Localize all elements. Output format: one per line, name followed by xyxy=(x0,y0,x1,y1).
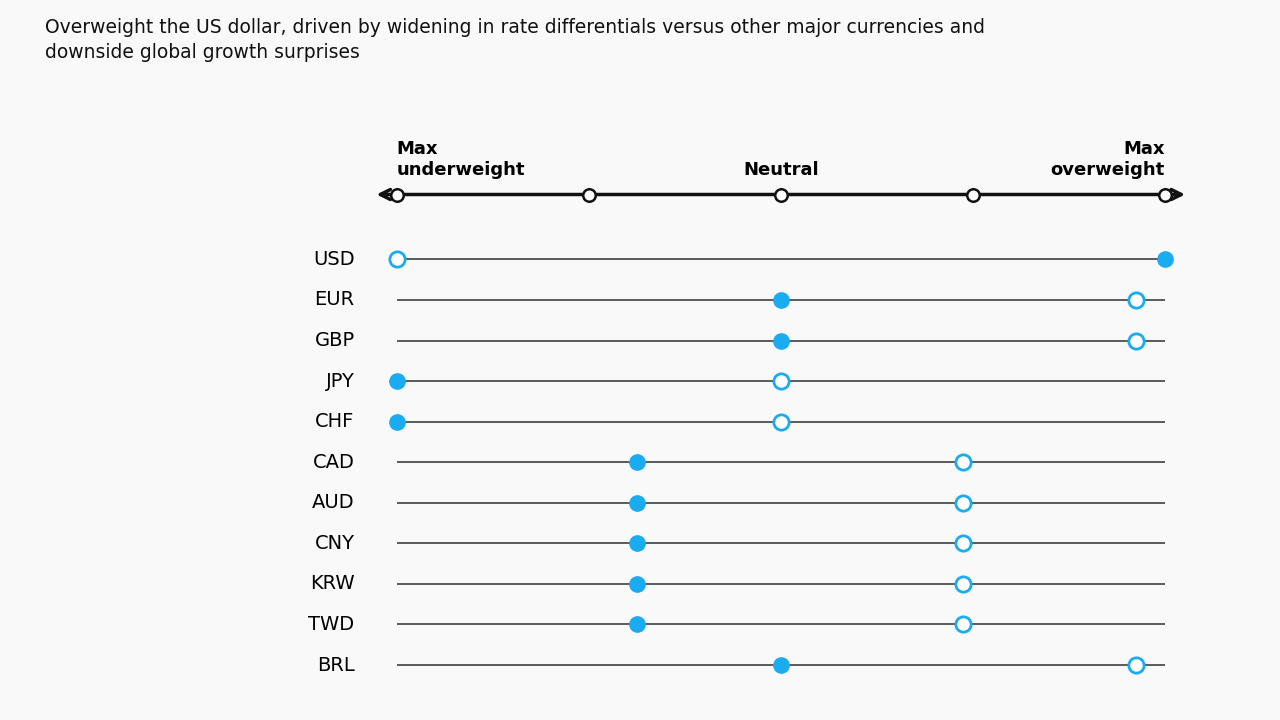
Text: EUR: EUR xyxy=(315,290,355,310)
Text: KRW: KRW xyxy=(310,575,355,593)
Text: Max
overweight: Max overweight xyxy=(1051,140,1165,179)
Text: USD: USD xyxy=(312,250,355,269)
Text: TWD: TWD xyxy=(308,615,355,634)
Text: AUD: AUD xyxy=(312,493,355,513)
Text: Max
underweight: Max underweight xyxy=(397,140,525,179)
Text: GBP: GBP xyxy=(315,331,355,350)
Text: JPY: JPY xyxy=(325,372,355,390)
Text: CNY: CNY xyxy=(315,534,355,553)
Text: CAD: CAD xyxy=(312,453,355,472)
Text: Neutral: Neutral xyxy=(742,161,819,179)
Text: Overweight the US dollar, driven by widening in rate differentials versus other : Overweight the US dollar, driven by wide… xyxy=(45,18,984,62)
Text: CHF: CHF xyxy=(315,412,355,431)
Text: BRL: BRL xyxy=(317,655,355,675)
